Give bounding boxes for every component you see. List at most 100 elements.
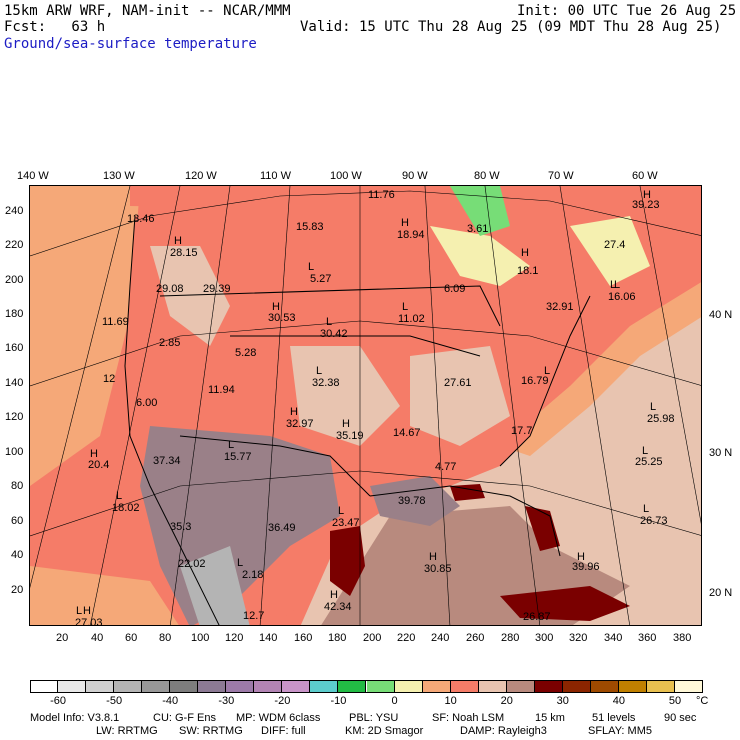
colorbar-swatch <box>506 680 535 693</box>
map-label: L <box>326 316 333 328</box>
footer-dt: 90 sec <box>664 712 697 724</box>
map-label: L <box>76 605 83 617</box>
model-title: 15km ARW WRF, NAM-init -- NCAR/MMM <box>4 3 291 19</box>
map-label: 6.00 <box>136 397 158 409</box>
map-label: 42.34 <box>324 601 352 613</box>
map-label: 15.83 <box>296 221 324 233</box>
map-label: 25.98 <box>647 413 675 425</box>
map-label: 3.61 <box>467 223 489 235</box>
map-label: 27.03 <box>75 617 103 626</box>
lon-label: 130 W <box>103 170 135 182</box>
map-label: H <box>330 589 338 601</box>
map-label: 18.94 <box>397 229 425 241</box>
colorbar-tick-label: 50 <box>668 695 682 707</box>
map-label: 17.7 <box>511 425 533 437</box>
map-label: L <box>228 439 235 451</box>
atlantic-coastal <box>500 282 701 456</box>
map-label: 11.02 <box>398 313 425 325</box>
map-label: 29.39 <box>203 283 231 295</box>
colorbar-tick-label: -50 <box>106 695 123 707</box>
colorbar-swatch <box>338 680 367 693</box>
colorbar-swatch <box>562 680 591 693</box>
lon-label: 80 W <box>474 170 500 182</box>
footer-diff: DIFF: full <box>261 725 306 737</box>
map-label: L <box>544 365 551 377</box>
grid-y-label: 80 <box>11 480 24 492</box>
colorbar-swatch <box>310 680 339 693</box>
lon-label: 90 W <box>402 170 428 182</box>
footer-km: KM: 2D Smagor <box>345 725 424 737</box>
colorbar-swatch <box>30 680 59 693</box>
map-label: H <box>401 217 409 229</box>
map-label: 11.76 <box>368 189 395 201</box>
colorbar-swatch <box>422 680 451 693</box>
map-label: 35.3 <box>170 521 192 533</box>
footer-levels: 51 levels <box>592 712 636 724</box>
map-label: L <box>237 557 244 569</box>
lon-label: 110 W <box>260 170 291 182</box>
colorbar-swatch <box>142 680 171 693</box>
map-label: L <box>316 365 323 377</box>
grid-y-label: 220 <box>5 239 24 251</box>
colorbar-swatch <box>618 680 647 693</box>
map-label: 27.4 <box>604 239 626 251</box>
map-label: 27.61 <box>444 377 472 389</box>
graticule <box>30 186 701 625</box>
map-label: 20.4 <box>88 459 110 471</box>
grid-y-label: 160 <box>5 342 24 354</box>
colorbar-swatch <box>58 680 87 693</box>
grid-x-label: 120 <box>225 632 244 644</box>
grid-x-label: 140 <box>259 632 278 644</box>
map-label: L <box>650 401 657 413</box>
grid-x-label: 220 <box>397 632 416 644</box>
footer-sflay: SFLAY: MM5 <box>588 725 652 737</box>
colorbar-tick-label: -10 <box>330 695 347 707</box>
lon-label: 70 W <box>548 170 574 182</box>
init-time: Init: 00 UTC Tue 26 Aug 25 <box>517 3 737 19</box>
grid-x-label: 160 <box>294 632 313 644</box>
louisiana-hot <box>450 484 485 501</box>
map-label: 14.67 <box>393 427 421 439</box>
lon-label: 140 W <box>17 170 49 182</box>
map-label: 11.69 <box>102 316 129 328</box>
colorbar-swatch <box>394 680 423 693</box>
colorbar-swatch <box>450 680 479 693</box>
map-label: 30.85 <box>424 563 452 575</box>
footer-cu: CU: G-F Ens <box>153 712 216 724</box>
map-label: 2.18 <box>242 569 264 581</box>
map-label: 39.96 <box>572 561 600 573</box>
grid-x-label: 200 <box>363 632 382 644</box>
map-label: L <box>338 505 345 517</box>
colorbar-tick-label: 20 <box>500 695 513 707</box>
forecast-hour: Fcst: 63 h <box>4 19 106 35</box>
grid-x-label: 280 <box>501 632 520 644</box>
northwest-tan <box>150 246 230 346</box>
map-label: L <box>642 445 649 457</box>
map-label: 16.79 <box>521 375 549 387</box>
map-label: 39.78 <box>398 495 426 507</box>
baja-gray <box>180 546 250 625</box>
grid-y-label: 100 <box>5 446 24 458</box>
valid-time: Valid: 15 UTC Thu 28 Aug 25 (09 MDT Thu … <box>300 19 722 35</box>
map-label: 36.49 <box>268 522 296 534</box>
grid-x-label: 20 <box>56 632 69 644</box>
footer-model: Model Info: V3.8.1 <box>30 712 120 724</box>
quebec-cool-area <box>570 216 650 286</box>
colorbar-tick-label: 30 <box>556 695 569 707</box>
grid-y-label: 120 <box>5 411 24 423</box>
map-label: 30.42 <box>320 328 348 340</box>
map-label: 26.73 <box>640 515 668 527</box>
map-label: L <box>116 490 123 502</box>
lon-label: 120 W <box>185 170 217 182</box>
map-label: 32.97 <box>286 418 314 430</box>
lat-label: 40 N <box>709 309 733 321</box>
colorbar-swatch <box>86 680 115 693</box>
map-label: L <box>614 279 621 291</box>
map-label: H <box>90 448 98 460</box>
footer-mp: MP: WDM 6class <box>236 712 321 724</box>
map-label: 26.87 <box>523 611 551 623</box>
map-label: 18.1 <box>517 265 539 277</box>
grid-x-label: 300 <box>535 632 554 644</box>
colorbar-swatch <box>478 680 507 693</box>
map-label: L <box>643 503 650 515</box>
